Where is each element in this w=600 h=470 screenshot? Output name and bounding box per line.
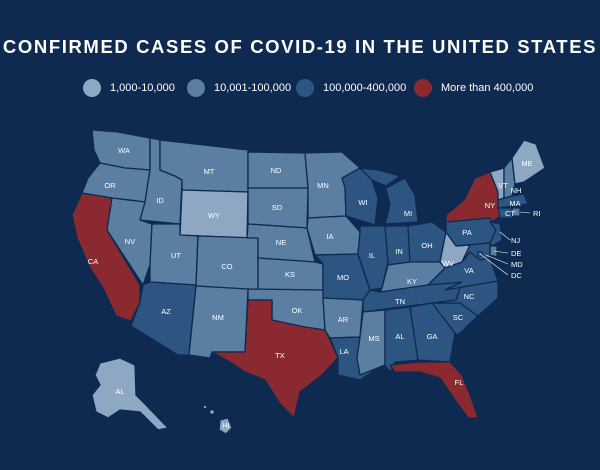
state-label: NV [125,237,135,246]
state-label: NJ [511,236,520,245]
state-label: HI [222,421,230,430]
leader-line [493,250,509,254]
state-label: AL [395,332,404,341]
state-label: IN [395,247,403,256]
state-tx[interactable] [211,299,339,419]
state-label: IA [326,232,333,241]
legend-swatch-tier3 [296,79,314,97]
state-ny[interactable] [445,171,501,223]
state-label: MO [337,273,349,282]
state-label: KS [285,270,295,279]
legend-label: 100,000-400,000 [323,82,407,94]
state-az[interactable] [130,281,197,356]
state-in[interactable] [384,225,411,266]
state-label: WA [118,146,130,155]
leader-line [485,254,509,265]
state-label: SC [453,313,464,322]
state-label: NY [485,201,495,210]
legend-swatch-tier1 [83,79,101,97]
state-label: OH [421,241,432,250]
state-label: UT [171,251,181,260]
state-label: MN [317,181,329,190]
state-hi-island[interactable] [202,404,208,410]
state-label: OK [292,306,303,315]
state-label: LA [339,347,348,356]
state-nh[interactable] [503,157,516,199]
state-label: ID [156,196,164,205]
legend-item: 100,000-400,000 [296,79,406,97]
legend-label: More than 400,000 [441,82,534,94]
state-label: PA [462,228,471,237]
state-label: FL [455,378,464,387]
legend-label: 10,001-100,000 [214,82,292,94]
state-label: CT [505,209,515,218]
legend-label: 1,000-10,000 [110,82,175,94]
state-label: CO [221,262,232,271]
legend-swatch-tier2 [187,79,205,97]
leader-line [479,253,509,276]
state-fl[interactable] [389,361,479,419]
map-title: CONFIRMED CASES OF COVID-19 IN THE UNITE… [2,36,598,57]
state-label: WV [442,259,454,268]
legend-item: 1,000-10,000 [83,79,175,97]
state-ct[interactable] [497,207,513,219]
state-nm[interactable] [188,285,249,359]
legend-item: More than 400,000 [414,79,533,97]
leader-line [499,231,511,241]
state-label: MI [404,209,412,218]
state-label: CA [88,257,98,266]
state-label: GA [427,332,438,341]
state-label: NC [464,292,475,301]
state-label: MS [368,334,379,343]
state-ga[interactable] [409,302,456,363]
state-label: VT [498,181,508,190]
state-label: NM [212,313,224,322]
state-ma[interactable] [497,193,529,209]
state-labels: WA OR CA ID NV UT AZ MT WY CO NM ND SD N… [88,146,541,430]
state-label: VA [464,266,473,275]
legend-item: 10,001-100,000 [187,79,291,97]
state-label: MA [509,199,520,208]
state-label: DC [511,271,522,280]
state-label: MD [511,260,523,269]
state-me[interactable] [511,139,546,185]
state-mi-upper[interactable] [359,167,401,187]
legend: 1,000-10,000 10,001-100,000 100,000-400,… [0,79,600,101]
state-label: TX [275,351,285,360]
state-label: ME [521,159,532,168]
state-md[interactable] [455,242,491,263]
state-label: KY [407,277,417,286]
state-label: IL [369,251,375,260]
state-mi[interactable] [384,177,419,225]
state-label: SD [272,203,283,212]
state-label: TN [395,297,405,306]
state-hi[interactable] [218,417,233,435]
state-label: AZ [161,307,171,316]
state-label: WI [358,198,367,207]
state-label: DE [511,249,521,258]
state-label: AL [115,387,124,396]
state-ri[interactable] [511,207,521,217]
state-label: NE [276,238,286,247]
state-label: NH [511,186,522,195]
state-label: AR [338,315,349,324]
state-ak[interactable] [91,357,169,431]
state-hi-island[interactable] [208,408,216,416]
state-label: MT [204,167,215,176]
state-label: ND [271,166,282,175]
state-label: RI [533,209,541,218]
state-label: WY [208,211,220,220]
legend-swatch-tier4 [414,79,432,97]
state-label: OR [104,181,116,190]
leader-line [519,211,531,214]
